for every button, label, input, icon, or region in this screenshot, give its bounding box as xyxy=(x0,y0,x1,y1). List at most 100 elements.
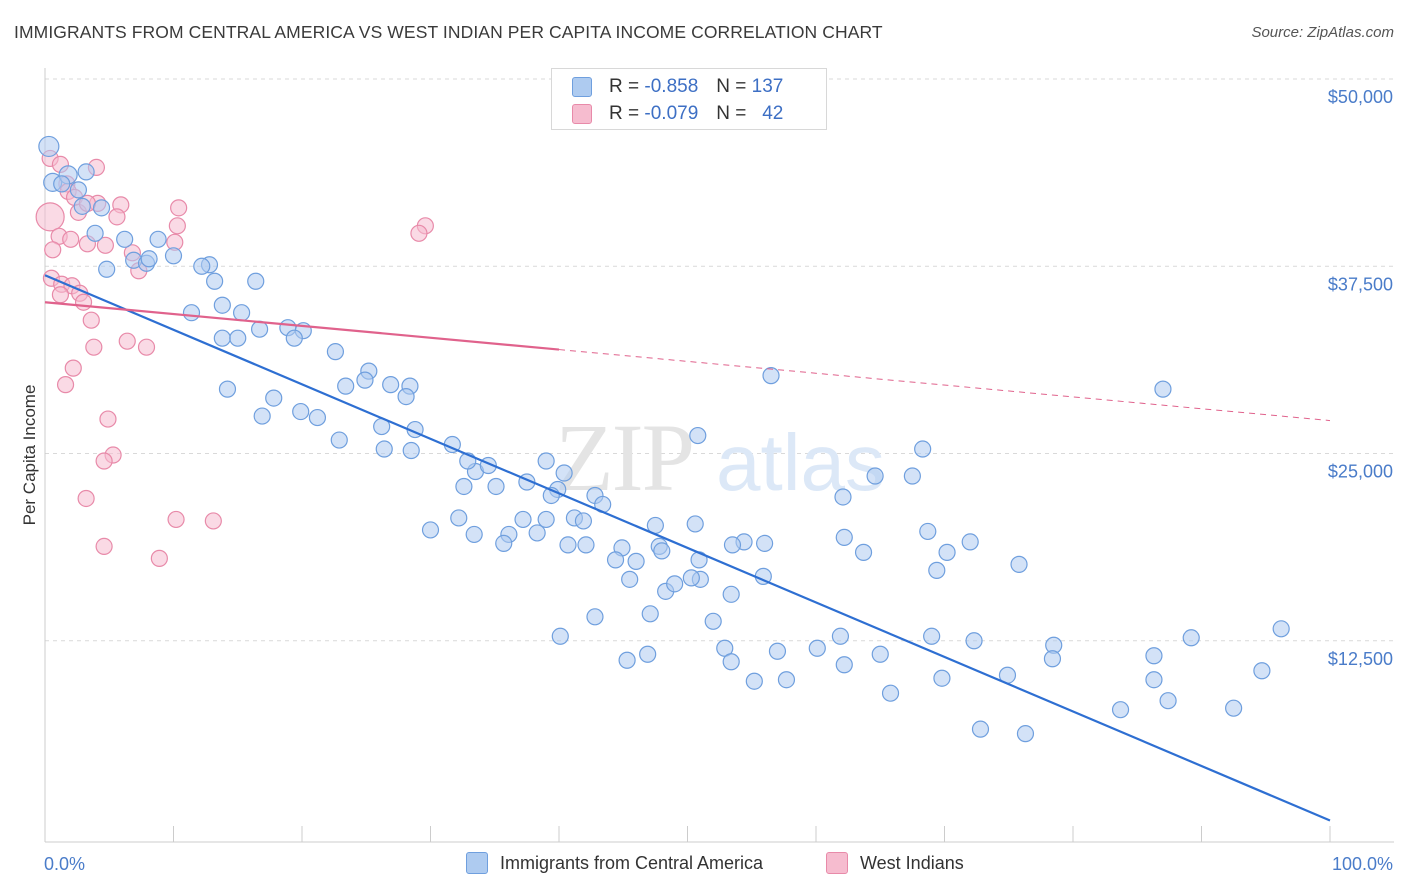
central-america-point xyxy=(116,230,134,248)
west-indian-point xyxy=(77,489,95,508)
x-tick-label: 100.0% xyxy=(1332,854,1393,874)
legend-item-west-indians: West Indians xyxy=(826,852,964,874)
central-america-point xyxy=(606,551,625,569)
stats-legend-row-pink: R = -0.079 N = 42 xyxy=(572,102,783,126)
central-america-point xyxy=(903,467,921,485)
central-america-point xyxy=(528,524,546,542)
central-america-point xyxy=(722,653,740,671)
central-america-point xyxy=(777,671,796,689)
central-america-point xyxy=(247,272,265,290)
central-america-point xyxy=(308,408,327,427)
central-america-point xyxy=(586,608,604,626)
central-america-point xyxy=(914,440,932,458)
central-america-point xyxy=(555,464,573,482)
central-america-point xyxy=(723,536,742,554)
pink-swatch xyxy=(826,852,848,874)
central-america-point xyxy=(164,247,183,265)
central-america-point xyxy=(285,329,303,347)
trend-layer xyxy=(44,274,1331,822)
central-america-point xyxy=(213,296,231,314)
central-america-point xyxy=(218,380,237,398)
central-america-point xyxy=(1010,555,1028,573)
central-america-point xyxy=(53,175,71,193)
central-america-point xyxy=(402,441,420,460)
central-america-point xyxy=(627,552,645,570)
n-value: 137 xyxy=(751,76,784,97)
source-label: Source: ZipAtlas.com xyxy=(1251,24,1394,41)
central-america-point xyxy=(265,389,283,407)
west-indian-point xyxy=(51,286,70,304)
points-layer xyxy=(35,135,1290,743)
west-indian-point xyxy=(96,236,114,254)
west-indian-trendline-extension xyxy=(558,349,1331,422)
central-america-point xyxy=(551,627,569,645)
central-america-point xyxy=(762,367,780,385)
central-america-point xyxy=(808,639,826,657)
central-america-point xyxy=(213,329,231,347)
central-america-point xyxy=(397,388,415,406)
west-indian-point xyxy=(108,208,126,226)
central-america-point xyxy=(1043,650,1062,668)
west-indian-point xyxy=(410,224,428,242)
r-value: -0.079 xyxy=(644,103,699,124)
central-america-point xyxy=(465,525,483,544)
central-america-point xyxy=(686,515,704,533)
central-america-point xyxy=(182,304,201,322)
west-indian-point xyxy=(95,452,113,470)
central-america-point xyxy=(574,512,593,530)
central-america-point xyxy=(755,534,774,553)
central-america-point xyxy=(229,329,247,347)
west-indian-point xyxy=(150,549,168,567)
central-america-point xyxy=(938,543,956,561)
central-america-point xyxy=(193,257,211,275)
chart-title: IMMIGRANTS FROM CENTRAL AMERICA VS WEST … xyxy=(14,22,883,42)
west-indian-point xyxy=(82,311,100,329)
legend-label: Immigrants from Central America xyxy=(500,852,764,873)
central-america-point xyxy=(140,250,158,268)
central-america-point xyxy=(871,645,889,663)
y-tick-label: $37,500 xyxy=(1328,274,1393,294)
central-america-point xyxy=(450,509,468,527)
west-indian-point xyxy=(56,376,75,394)
central-america-point xyxy=(854,543,873,561)
central-america-point xyxy=(356,371,374,389)
west-indian-point xyxy=(204,512,222,530)
central-america-point xyxy=(666,575,684,593)
central-america-point xyxy=(653,542,671,560)
central-america-point xyxy=(835,656,853,674)
central-america-point xyxy=(1145,647,1163,665)
central-america-point xyxy=(1182,629,1200,647)
west-indian-trendline xyxy=(44,301,560,351)
stats-legend: R = -0.858 N = 137 R = -0.079 N = 42 xyxy=(551,68,827,130)
central-america-point xyxy=(835,528,853,547)
central-america-point xyxy=(69,181,88,199)
central-america-point xyxy=(919,522,937,541)
central-america-point xyxy=(92,199,111,217)
series-legend: Immigrants from Central America West Ind… xyxy=(0,852,1406,878)
n-label: N = xyxy=(716,76,747,97)
axis-layer: $12,500 $25,000 $37,500 $50,000 0.0% 100.0% xyxy=(44,68,1394,874)
blue-swatch xyxy=(466,852,488,874)
central-america-point xyxy=(1253,662,1271,680)
central-america-point xyxy=(641,605,659,623)
west-indian-point xyxy=(168,217,186,235)
central-america-point xyxy=(537,510,555,529)
central-america-point xyxy=(971,720,990,738)
central-america-point xyxy=(514,510,532,529)
central-america-point xyxy=(689,426,707,445)
central-america-point xyxy=(831,627,850,645)
central-america-point xyxy=(330,431,348,449)
pink-swatch xyxy=(572,104,592,124)
west-indian-point xyxy=(167,510,185,529)
central-america-point xyxy=(768,642,787,660)
west-indian-point xyxy=(85,338,103,356)
central-america-point xyxy=(1225,699,1243,717)
central-america-point xyxy=(621,570,639,588)
r-value: -0.858 xyxy=(644,76,699,97)
central-america-point xyxy=(1145,671,1163,689)
central-america-point xyxy=(292,402,310,421)
central-america-point xyxy=(745,672,763,690)
watermark-zip: ZIP xyxy=(555,404,693,511)
r-label: R = xyxy=(609,103,640,124)
